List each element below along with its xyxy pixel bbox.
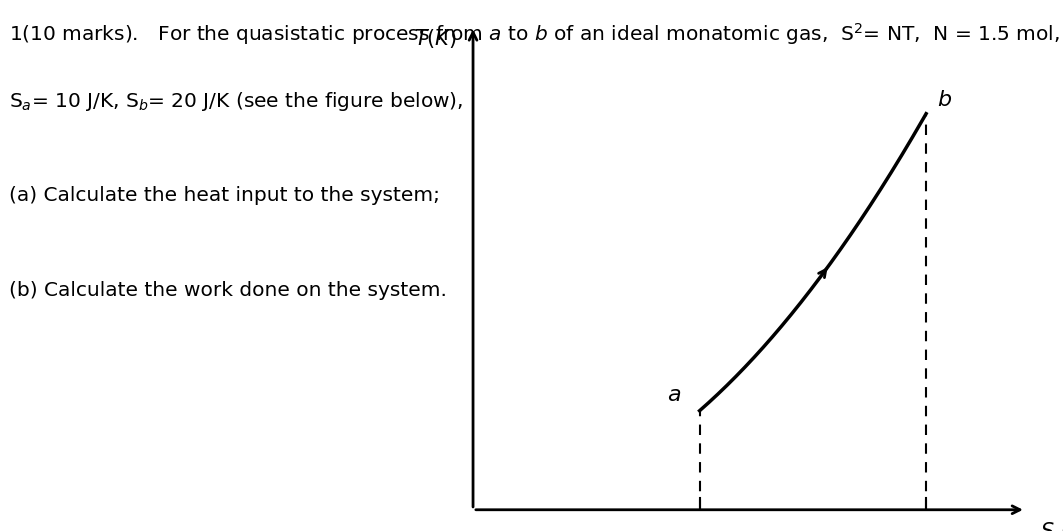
Text: $T(K)$: $T(K)$ <box>414 27 456 49</box>
Text: S$_a$= 10 J/K, S$_b$= 20 J/K (see the figure below),: S$_a$= 10 J/K, S$_b$= 20 J/K (see the fi… <box>9 90 462 113</box>
Text: 1(10 marks).   For the quasistatic process from $a$ to $b$ of an ideal monatomic: 1(10 marks). For the quasistatic process… <box>9 21 1060 47</box>
Text: $a$: $a$ <box>668 385 681 405</box>
Text: $b$: $b$ <box>938 90 952 110</box>
Text: (b) Calculate the work done on the system.: (b) Calculate the work done on the syste… <box>9 281 446 301</box>
Text: (a) Calculate the heat input to the system;: (a) Calculate the heat input to the syst… <box>9 186 439 205</box>
Text: $S\ \mathrm{(J/K)}$: $S\ \mathrm{(J/K)}$ <box>1040 519 1063 531</box>
